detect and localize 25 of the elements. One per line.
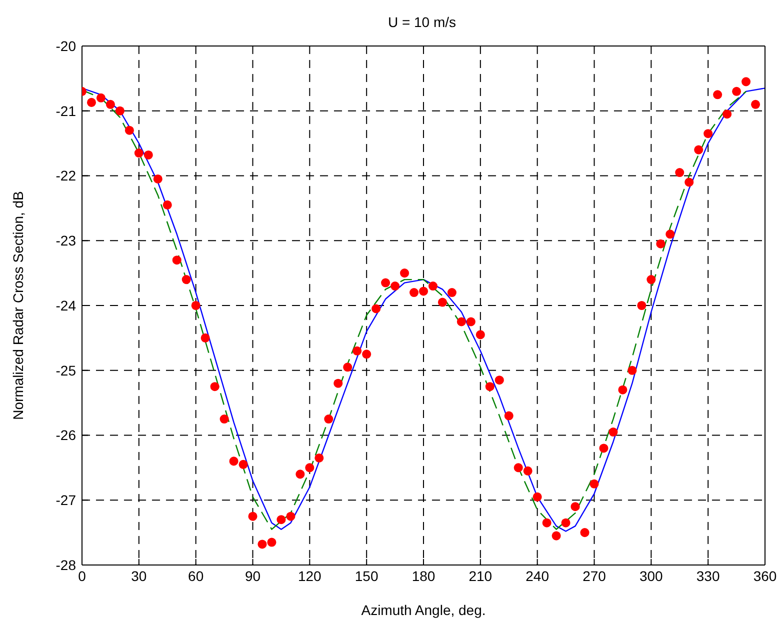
x-tick-label: 150 bbox=[354, 568, 378, 584]
x-tick-label: 210 bbox=[468, 568, 492, 584]
x-axis-title: Azimuth Angle, deg. bbox=[361, 602, 486, 618]
x-tick-label: 300 bbox=[639, 568, 664, 584]
x-tick-label: 0 bbox=[78, 568, 86, 584]
x-tick-label: 270 bbox=[582, 568, 606, 584]
x-tick-label: 360 bbox=[753, 568, 777, 584]
x-tick-label: 240 bbox=[526, 568, 550, 584]
y-axis-title: Normalized Radar Cross Section, dB bbox=[10, 191, 26, 420]
x-tick-label: 120 bbox=[298, 568, 322, 584]
chart-title: U = 10 m/s bbox=[386, 14, 458, 30]
y-tick-label: -21 bbox=[56, 102, 76, 119]
y-tick-label: -25 bbox=[56, 362, 76, 378]
y-tick-label: -24 bbox=[56, 297, 76, 314]
x-tick-label: 330 bbox=[696, 568, 720, 584]
y-tick-label: -23 bbox=[56, 232, 76, 249]
y-tick-label: -20 bbox=[56, 38, 76, 54]
y-tick-label: -26 bbox=[56, 427, 76, 444]
x-tick-label: 60 bbox=[188, 568, 204, 584]
y-tick-label: -22 bbox=[56, 168, 76, 184]
y-tick-label: -27 bbox=[56, 492, 76, 508]
x-tick-label: 180 bbox=[412, 568, 436, 584]
x-tick-label: 90 bbox=[244, 568, 261, 584]
x-tick-label: 30 bbox=[131, 568, 147, 584]
y-tick-label: -28 bbox=[56, 556, 76, 573]
